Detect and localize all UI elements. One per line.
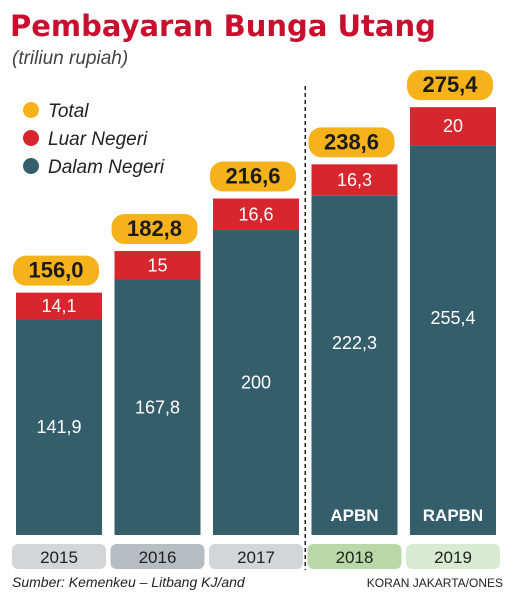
label-total-2016: 182,8 [127, 216, 182, 241]
bar-dalam-negeri-2017 [213, 230, 299, 536]
legend: Total Luar Negeri Dalam Negeri [23, 101, 165, 178]
badge-total-2019 [407, 70, 493, 101]
legend-label-dalam-negeri: Dalam Negeri [48, 157, 165, 178]
label-luar-negeri-2019: 20 [443, 116, 463, 136]
label-status-2019: RAPBN [423, 506, 483, 525]
label-luar-negeri-2018: 16,3 [337, 170, 372, 190]
bar-luar-negeri-2019 [410, 107, 496, 146]
label-total-2015: 156,0 [28, 258, 83, 283]
label-total-2017: 216,6 [225, 164, 280, 189]
bar-dalam-negeri-2015 [16, 319, 102, 535]
chart-title: Pembayaran Bunga Utang [10, 9, 436, 43]
year-label-2016: 2016 [139, 548, 177, 567]
badge-total-2017 [210, 161, 296, 192]
bar-dalam-negeri-2019 [410, 145, 496, 535]
year-box-2017 [209, 544, 303, 569]
source-note: Sumber: Kemenkeu – Litbang KJ/and [12, 574, 246, 590]
year-label-2019: 2019 [434, 548, 472, 567]
bar-luar-negeri-2015 [16, 292, 102, 320]
label-dalam-negeri-2015: 141,9 [36, 417, 81, 437]
year-box-2015 [12, 544, 106, 569]
label-luar-negeri-2017: 16,6 [238, 204, 273, 224]
year-axis: 2015 2016 2017 2018 2019 [12, 544, 500, 569]
badge-total-2018 [308, 127, 395, 158]
bars-group: 14,1 141,9 156,0 15 167,8 182,8 16,6 200 216,6 16… [13, 70, 496, 536]
bar-luar-negeri-2016 [114, 251, 201, 280]
year-label-2017: 2017 [237, 548, 275, 567]
bar-dalam-negeri-2016 [114, 279, 201, 535]
year-label-2015: 2015 [40, 548, 78, 567]
legend-label-luar-negeri: Luar Negeri [48, 129, 148, 150]
year-box-2019 [406, 544, 500, 569]
credit-note: KORAN JAKARTA/ONES [367, 576, 503, 590]
label-luar-negeri-2015: 14,1 [41, 296, 76, 316]
label-dalam-negeri-2017: 200 [241, 373, 271, 393]
legend-swatch-dalam-negeri [23, 158, 39, 174]
badge-total-2015 [13, 255, 99, 286]
legend-swatch-luar-negeri [23, 130, 39, 146]
bar-luar-negeri-2018 [311, 164, 398, 196]
label-dalam-negeri-2016: 167,8 [135, 397, 180, 417]
year-box-2018 [307, 544, 402, 569]
badge-total-2016 [111, 214, 198, 245]
label-status-2018: APBN [330, 506, 378, 525]
label-total-2018: 238,6 [324, 129, 379, 154]
chart-subtitle: (triliun rupiah) [12, 48, 128, 69]
legend-label-total: Total [48, 101, 89, 122]
label-dalam-negeri-2019: 255,4 [430, 308, 475, 328]
label-luar-negeri-2016: 15 [147, 255, 167, 275]
year-label-2018: 2018 [336, 548, 374, 567]
legend-swatch-total [23, 102, 39, 118]
year-box-2016 [110, 544, 205, 569]
bar-dalam-negeri-2018 [311, 195, 398, 535]
label-dalam-negeri-2018: 222,3 [332, 333, 377, 353]
label-total-2019: 275,4 [422, 72, 478, 97]
bar-luar-negeri-2017 [213, 198, 299, 231]
